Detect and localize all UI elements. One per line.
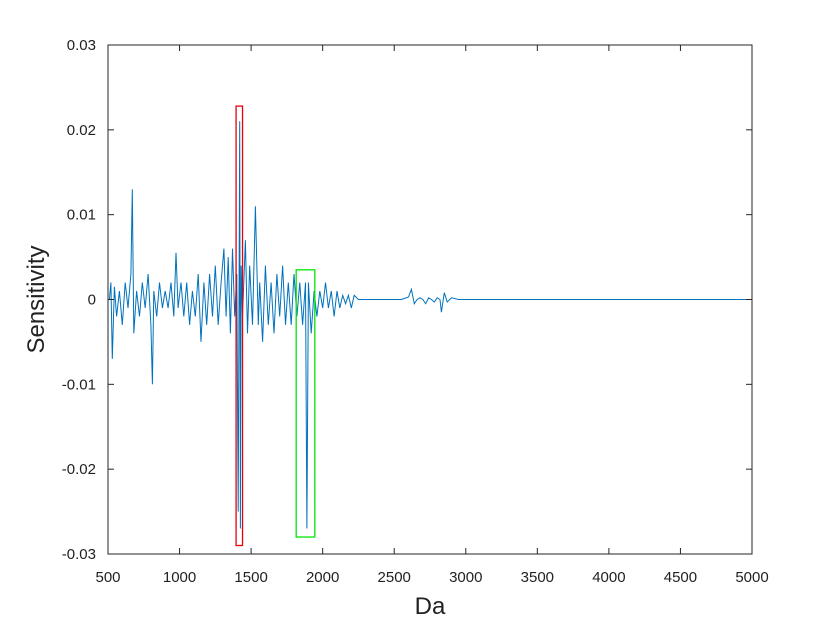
y-axis-ticks: -0.03 -0.02 -0.01 0 0.01 0.02 0.03 — [62, 37, 752, 563]
y-tick-label: 0 — [88, 292, 96, 309]
x-tick-label: 3000 — [449, 569, 482, 586]
y-tick-label: -0.03 — [62, 546, 96, 563]
x-axis-ticks: 500 1000 1500 2000 2500 3000 3500 4000 4500 5000 — [95, 45, 769, 586]
x-tick-label: 4000 — [592, 569, 625, 586]
series-line-0 — [108, 121, 752, 529]
highlight-box-0 — [235, 105, 244, 547]
y-tick-label: 0.03 — [67, 37, 96, 54]
highlight-boxes — [235, 105, 316, 547]
x-tick-label: 500 — [95, 569, 120, 586]
y-tick-label: 0.02 — [67, 122, 96, 139]
y-tick-label: -0.02 — [62, 461, 96, 478]
x-tick-label: 2000 — [306, 569, 339, 586]
x-tick-label: 1000 — [163, 569, 196, 586]
x-tick-label: 5000 — [735, 569, 768, 586]
y-tick-label: -0.01 — [62, 376, 96, 393]
plot-area — [108, 121, 752, 529]
y-tick-label: 0.01 — [67, 207, 96, 224]
x-tick-label: 4500 — [664, 569, 697, 586]
x-tick-label: 2500 — [378, 569, 411, 586]
x-axis-title: Da — [415, 593, 446, 620]
highlight-box-1 — [295, 269, 316, 538]
x-tick-label: 1500 — [234, 569, 267, 586]
y-axis-title: Sensitivity — [23, 245, 50, 353]
x-tick-label: 3500 — [521, 569, 554, 586]
